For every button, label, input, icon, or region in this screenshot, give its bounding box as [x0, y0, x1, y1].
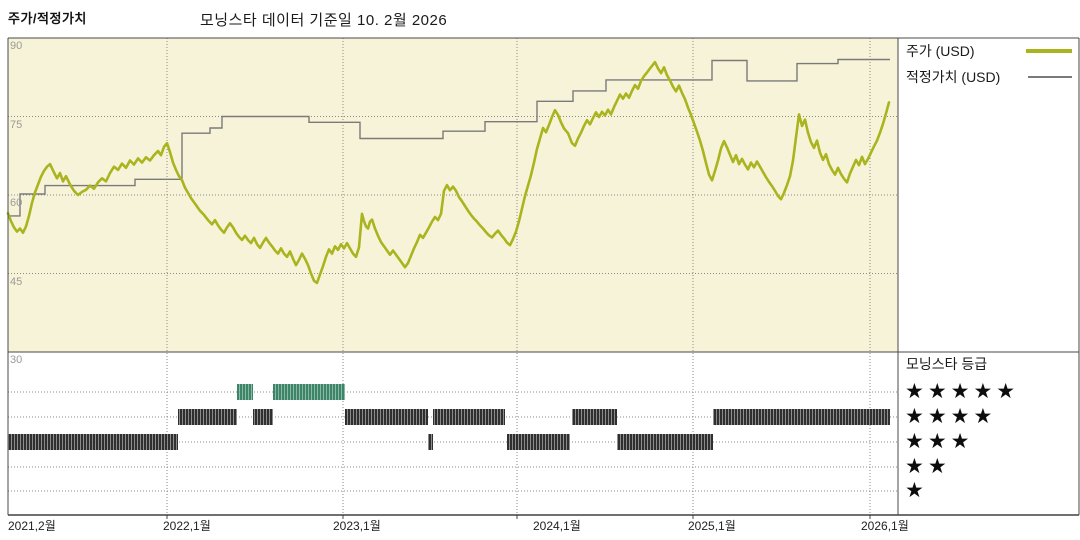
y-axis-label: 90: [10, 40, 23, 52]
rating-bar-4-star: [572, 409, 617, 425]
rating-bar-3-star: [617, 434, 713, 450]
x-axis-label: 2021,2월: [8, 519, 56, 533]
legend-item-price: 주가 (USD): [906, 41, 1072, 61]
rating-bar-4-star: [713, 409, 890, 425]
star-rating-row-2: ★★: [905, 455, 951, 478]
legend-price-label: 주가 (USD): [906, 43, 975, 59]
rating-bar-4-star: [433, 409, 505, 425]
y-axis-label: 60: [10, 197, 23, 209]
y-axis-label: 30: [10, 354, 23, 366]
legend-fair-value-label: 적정가치 (USD): [906, 69, 1001, 85]
rating-legend-title: 모닝스타 등급: [906, 356, 988, 372]
fair-value-line-swatch: [1028, 76, 1072, 78]
rating-bar-4-star: [345, 409, 428, 425]
rating-bar-3-star: [428, 434, 433, 450]
rating-bar-3-star: [507, 434, 570, 450]
y-axis-label: 75: [10, 118, 23, 131]
star-rating-row-1: ★: [905, 479, 928, 502]
rating-bar-4-star: [253, 409, 273, 425]
x-axis-label: 2024,1월: [533, 519, 581, 533]
rating-bar-5-star: [237, 384, 253, 400]
rating-bar-5-star: [273, 384, 345, 400]
x-axis-label: 2025,1월: [688, 519, 736, 533]
rating-bar-3-star: [8, 434, 178, 450]
x-axis-label: 2022,1월: [163, 519, 211, 533]
rating-bar-4-star: [178, 409, 237, 425]
x-axis-label: 2023,1월: [333, 519, 381, 533]
price-line-swatch: [1026, 49, 1072, 53]
page-title: 주가/적정가치: [8, 11, 87, 26]
star-rating-row-3: ★★★: [905, 430, 974, 453]
y-axis-label: 45: [10, 275, 23, 288]
chart-title: 모닝스타 데이터 기준일 10. 2월 2026: [200, 12, 448, 29]
price-line: [6, 60, 891, 285]
fair-value-line: [8, 58, 890, 217]
legend-item-fair-value: 적정가치 (USD): [906, 67, 1072, 87]
x-axis-label: 2026,1월: [861, 519, 909, 533]
star-rating-row-4: ★★★★: [905, 405, 997, 428]
star-rating-row-5: ★★★★★: [905, 380, 1020, 403]
